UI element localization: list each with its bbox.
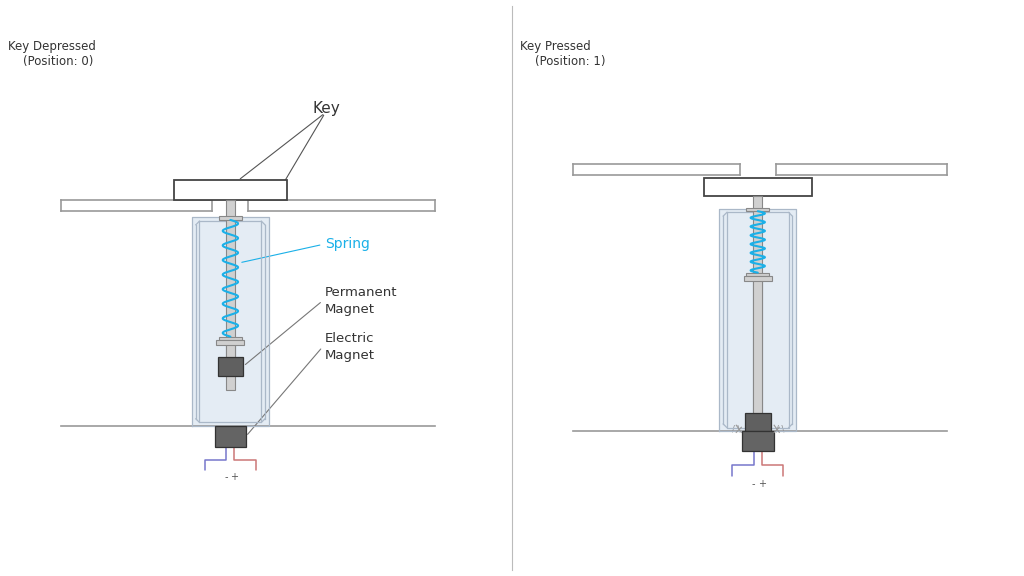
Bar xyxy=(741,431,774,451)
Bar xyxy=(215,426,246,447)
Bar xyxy=(745,413,771,431)
Text: Electric
Magnet: Electric Magnet xyxy=(326,332,375,362)
Bar xyxy=(743,276,772,281)
Bar xyxy=(193,217,268,426)
Bar xyxy=(174,180,287,200)
Bar xyxy=(754,281,762,431)
Text: Key Pressed: Key Pressed xyxy=(519,40,591,52)
Text: Key: Key xyxy=(312,101,340,116)
Text: +: + xyxy=(230,472,239,482)
Bar xyxy=(746,207,769,211)
Text: / \: / \ xyxy=(775,425,784,433)
Bar xyxy=(216,340,245,346)
Text: -: - xyxy=(752,479,756,489)
Text: Permanent
Magnet: Permanent Magnet xyxy=(326,286,397,316)
Text: / \: / \ xyxy=(731,425,740,433)
Bar xyxy=(219,217,242,220)
Text: +: + xyxy=(758,479,766,489)
Bar xyxy=(754,196,762,416)
Text: Spring: Spring xyxy=(326,237,370,252)
Bar xyxy=(226,346,236,376)
Text: Key Depressed: Key Depressed xyxy=(8,40,95,52)
Bar xyxy=(219,336,242,340)
Text: (Position: 0): (Position: 0) xyxy=(24,55,93,68)
Bar xyxy=(218,357,244,376)
Bar xyxy=(746,272,769,276)
Text: (Position: 1): (Position: 1) xyxy=(535,55,605,68)
Text: -: - xyxy=(224,472,228,482)
Bar xyxy=(226,200,236,391)
Bar xyxy=(705,178,811,196)
Bar xyxy=(719,209,797,431)
